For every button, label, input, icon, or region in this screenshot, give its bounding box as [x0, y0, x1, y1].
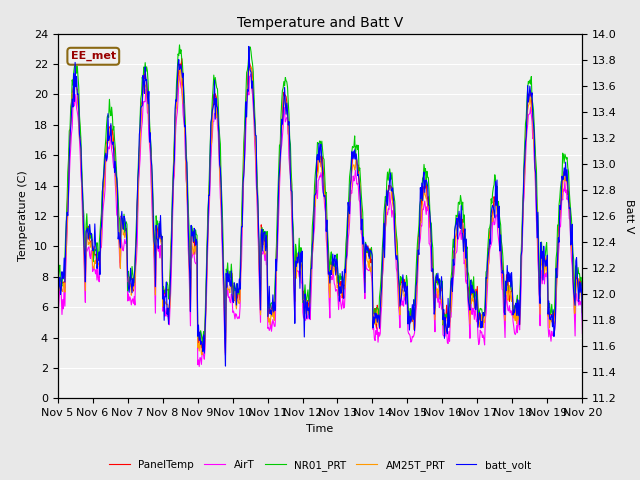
AirT: [199, 349, 207, 355]
Line: PanelTemp: PanelTemp: [58, 59, 582, 348]
PanelTemp: [117, 213, 125, 219]
PanelTemp: [63, 208, 71, 214]
PanelTemp: [401, 276, 408, 282]
AirT: [170, 172, 178, 178]
NR01_PRT: [175, 42, 183, 48]
AirT: [63, 229, 71, 235]
batt_volt: [221, 363, 229, 369]
Legend: PanelTemp, AirT, NR01_PRT, AM25T_PRT, batt_volt: PanelTemp, AirT, NR01_PRT, AM25T_PRT, ba…: [105, 456, 535, 475]
NR01_PRT: [117, 223, 125, 228]
AM25T_PRT: [177, 63, 184, 69]
AM25T_PRT: [200, 348, 207, 353]
Y-axis label: Temperature (C): Temperature (C): [18, 170, 28, 262]
batt_volt: [117, 216, 125, 221]
batt_volt: [63, 210, 71, 216]
batt_volt: [245, 44, 253, 49]
batt_volt: [401, 288, 408, 294]
PanelTemp: [199, 334, 207, 340]
AM25T_PRT: [198, 352, 206, 358]
AirT: [579, 331, 586, 336]
batt_volt: [385, 187, 393, 192]
NR01_PRT: [579, 310, 586, 315]
AM25T_PRT: [579, 309, 586, 315]
AirT: [54, 291, 61, 297]
AM25T_PRT: [401, 293, 408, 299]
NR01_PRT: [63, 198, 71, 204]
AM25T_PRT: [117, 216, 125, 222]
batt_volt: [579, 317, 586, 323]
PanelTemp: [200, 346, 208, 351]
Text: EE_met: EE_met: [70, 51, 116, 61]
PanelTemp: [54, 283, 61, 289]
AirT: [247, 71, 255, 77]
NR01_PRT: [401, 281, 408, 287]
NR01_PRT: [385, 170, 393, 176]
AirT: [385, 206, 393, 212]
NR01_PRT: [54, 273, 61, 278]
Line: AirT: AirT: [58, 74, 582, 366]
Line: NR01_PRT: NR01_PRT: [58, 45, 582, 342]
NR01_PRT: [170, 133, 178, 139]
Line: AM25T_PRT: AM25T_PRT: [58, 66, 582, 355]
AirT: [401, 292, 408, 298]
Y-axis label: Batt V: Batt V: [623, 199, 634, 233]
AM25T_PRT: [63, 223, 71, 229]
batt_volt: [170, 157, 178, 163]
Line: batt_volt: batt_volt: [58, 47, 582, 366]
PanelTemp: [170, 144, 178, 150]
PanelTemp: [178, 56, 186, 61]
AM25T_PRT: [54, 291, 61, 297]
batt_volt: [54, 285, 61, 290]
NR01_PRT: [200, 329, 207, 335]
NR01_PRT: [198, 339, 206, 345]
X-axis label: Time: Time: [307, 424, 333, 433]
batt_volt: [198, 341, 206, 347]
PanelTemp: [579, 311, 586, 316]
AirT: [117, 236, 125, 242]
PanelTemp: [385, 182, 393, 188]
AM25T_PRT: [170, 149, 178, 155]
AM25T_PRT: [385, 187, 393, 192]
Title: Temperature and Batt V: Temperature and Batt V: [237, 16, 403, 30]
AirT: [195, 363, 203, 369]
